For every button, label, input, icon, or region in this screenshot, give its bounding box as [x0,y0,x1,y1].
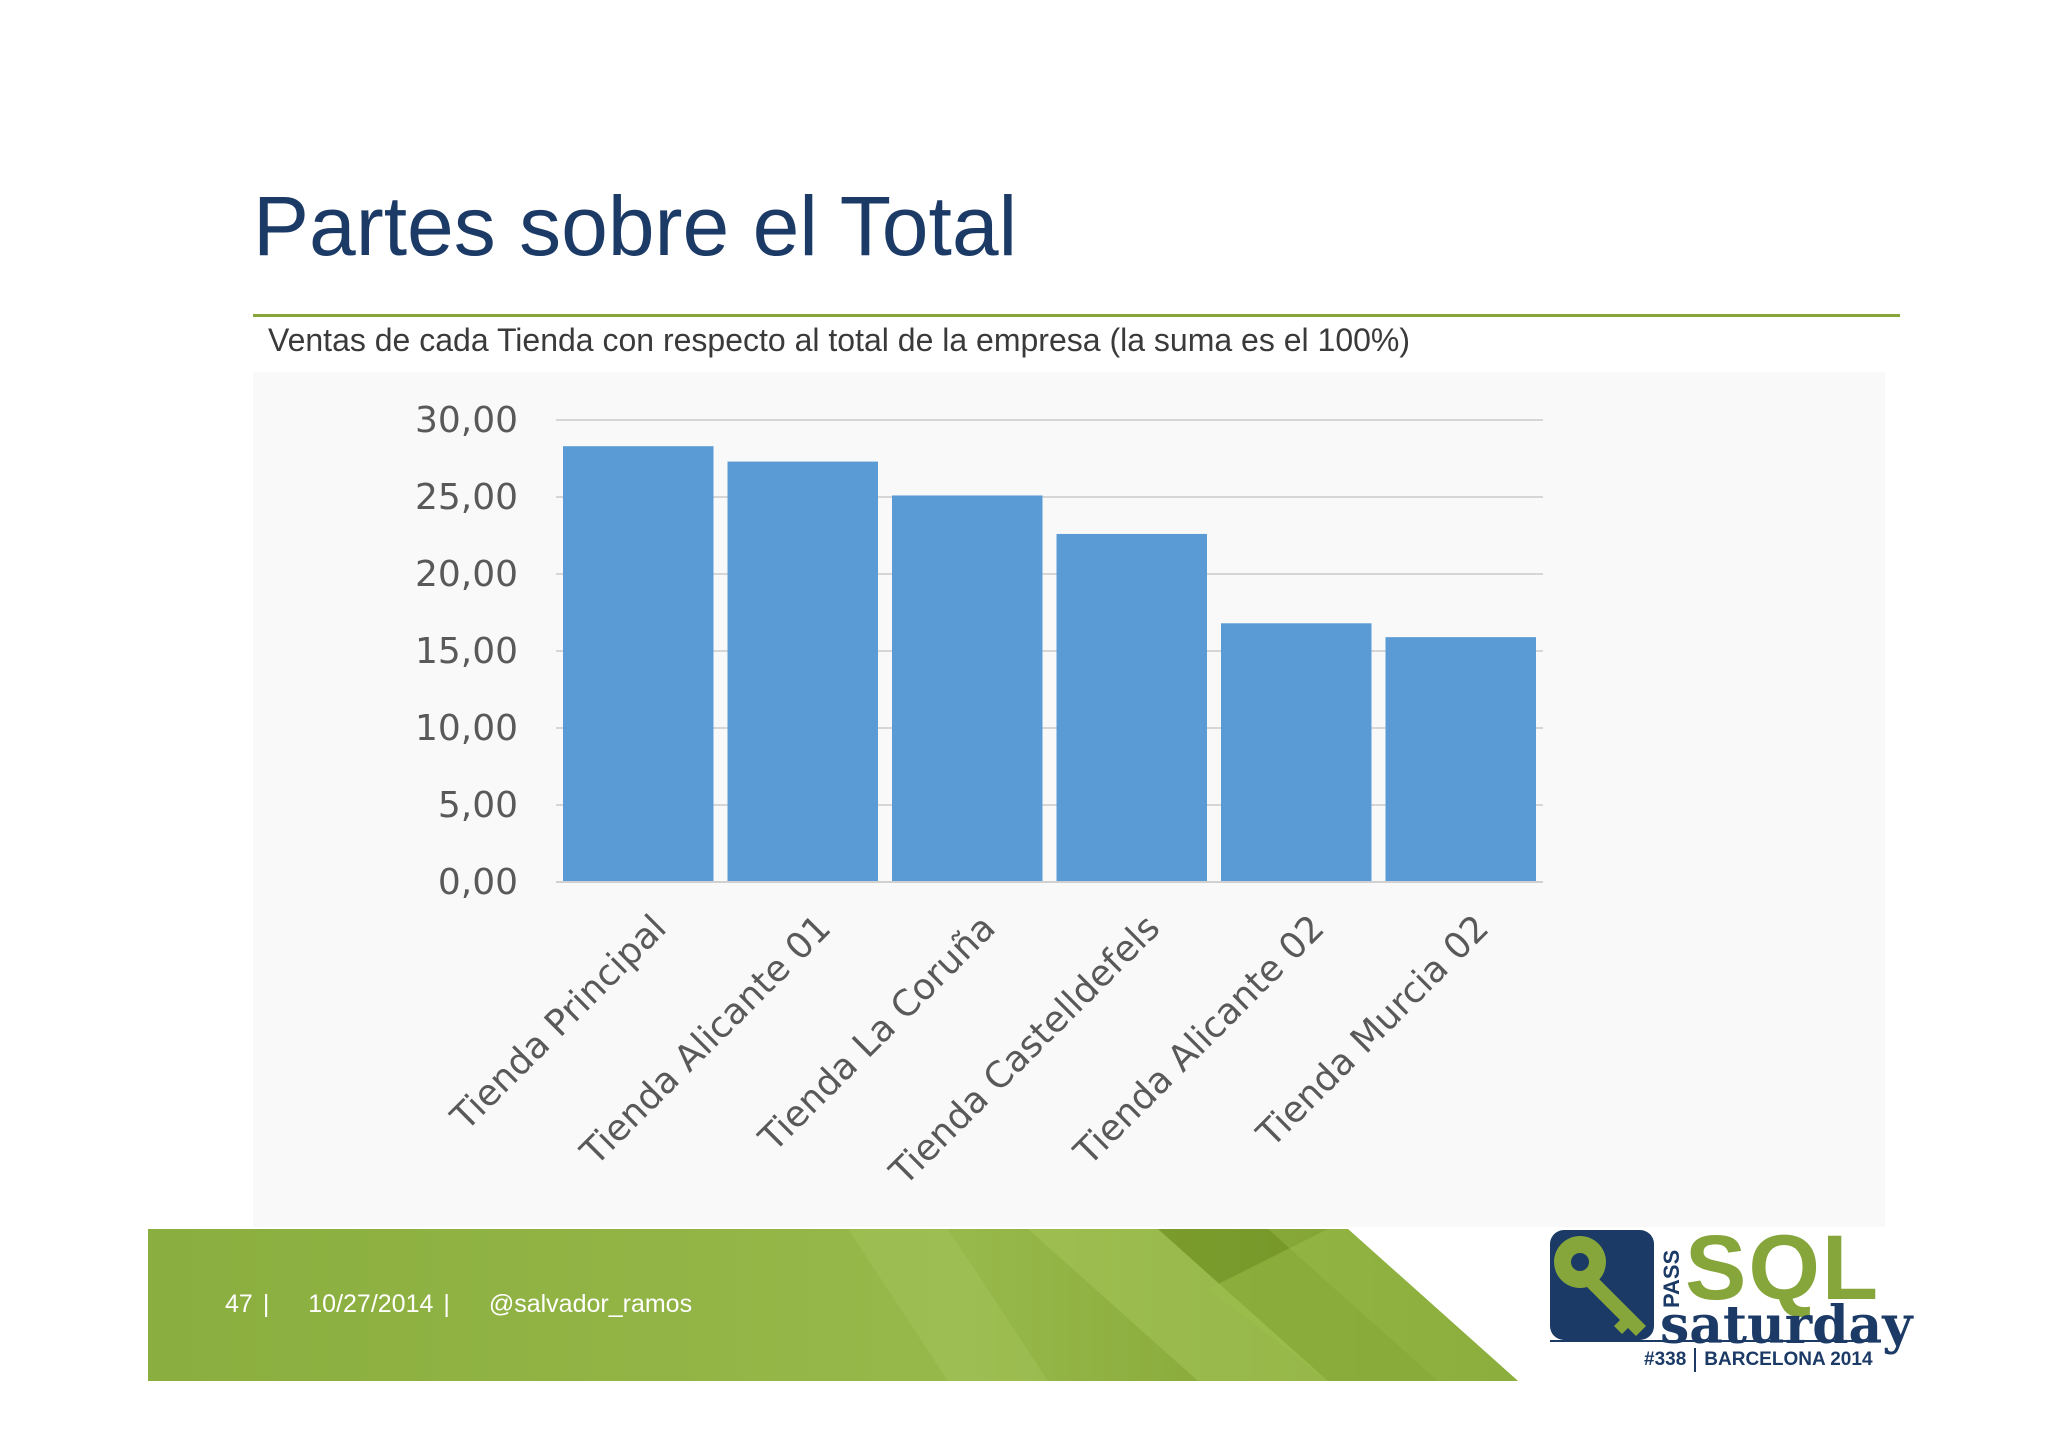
logo-saturday-text: saturday [1660,1295,1913,1356]
y-tick-label: 25,00 [415,477,518,518]
slide-title: Partes sobre el Total [253,179,1018,273]
bar-chart: 0,00 5,00 10,00 15,00 20,00 25,00 30,00 Tienda … [415,400,1543,1194]
logo-event: #338 BARCELONA 2014 [1644,1348,1873,1372]
footer-separator: | [443,1290,450,1318]
page-number: 47 [225,1290,253,1318]
event-city: BARCELONA 2014 [1704,1349,1873,1371]
y-tick-label: 0,00 [438,862,518,903]
y-tick-label: 5,00 [438,785,518,826]
footer-separator: | [262,1290,270,1318]
y-tick-label: 15,00 [415,631,518,672]
title-divider [253,314,1900,317]
bar [892,495,1043,882]
footer-text: 47 | 10/27/2014 | @salvador_ramos [225,1290,702,1319]
bar [563,446,714,882]
logo-divider [1550,1340,1870,1342]
footer-band [148,1229,1518,1381]
x-tick-label: Tienda Castelldefels [882,907,1168,1193]
bar [1221,623,1372,882]
bar [727,461,878,882]
key-icon [1550,1230,1654,1340]
footer-handle: @salvador_ramos [488,1290,693,1318]
y-tick-label: 20,00 [415,554,518,595]
event-number: #338 [1644,1349,1687,1371]
sql-saturday-logo: PASS SQL saturday #338 BARCELONA 2014 [1548,1218,1912,1382]
bar [1385,637,1536,882]
y-tick-label: 30,00 [415,400,518,441]
footer-date: 10/27/2014 [308,1290,434,1318]
bar [1056,533,1207,882]
y-tick-label: 10,00 [415,708,518,749]
logo-sql-text: SQL [1685,1217,1881,1319]
slide-subtitle: Ventas de cada Tienda con respecto al to… [268,322,1411,358]
